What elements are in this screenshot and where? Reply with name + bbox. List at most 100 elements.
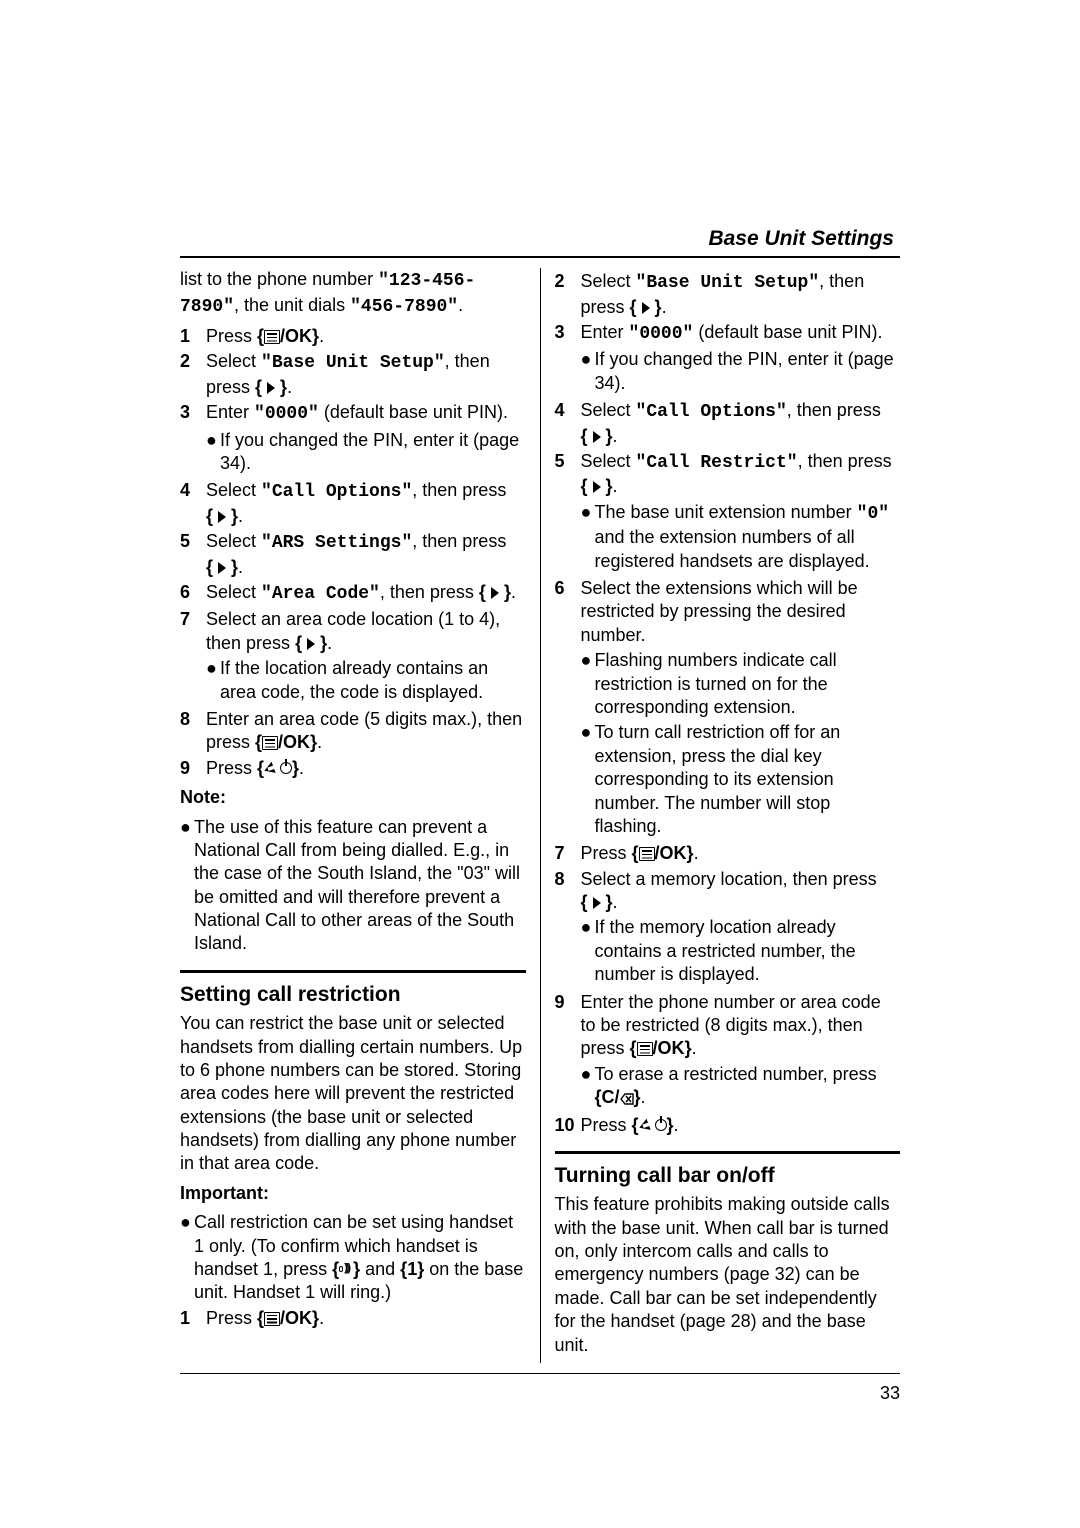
text: Select [206, 480, 261, 500]
step-number: 3 [555, 321, 581, 397]
step-body: Select "Call Options", then press { }. [206, 479, 526, 528]
right-column: 2 Select "Base Unit Setup", then press {… [541, 268, 901, 1363]
section-heading-call-restriction: Setting call restriction [180, 981, 526, 1008]
text: Select a memory location, then press [581, 869, 877, 889]
section-heading-call-bar: Turning call bar on/off [555, 1162, 901, 1189]
menu-item: "Area Code" [261, 584, 380, 604]
step-9: 9 Enter the phone number or area code to… [555, 991, 901, 1112]
menu-icon [262, 736, 278, 750]
step-body: Select a memory location, then press { }… [581, 868, 901, 989]
section-rule [555, 1151, 901, 1154]
text: . [641, 1087, 646, 1107]
text: . [327, 633, 332, 653]
step-body: Select "Base Unit Setup", then press { }… [206, 350, 526, 399]
right-arrow-icon [218, 511, 226, 523]
step-4: 4 Select "Call Options", then press { }. [180, 479, 526, 528]
text: Press [206, 326, 257, 346]
sub-bullet: ●Flashing numbers indicate call restrict… [581, 649, 901, 719]
menu-item: "Call Restrict" [636, 453, 798, 473]
text: . [662, 297, 667, 317]
text: Select [581, 400, 636, 420]
footer-rule [180, 1373, 900, 1374]
step-1: 1 Press {/OK}. [180, 325, 526, 348]
step-8: 8 Select a memory location, then press {… [555, 868, 901, 989]
phone-code: "456-7890" [350, 297, 458, 317]
important-bullet: ● Call restriction can be set using hand… [180, 1211, 526, 1305]
speaker-icon [339, 1264, 353, 1276]
step-body: Enter an area code (5 digits max.), then… [206, 708, 526, 755]
key-label: /OK [655, 843, 687, 863]
step-5: 5 Select "Call Restrict", then press { }… [555, 450, 901, 575]
key-label: /OK [653, 1038, 685, 1058]
text: . [613, 426, 618, 446]
menu-icon [637, 1042, 653, 1056]
menu-item: "Base Unit Setup" [261, 353, 445, 373]
text: Select an area code location (1 to 4), t… [206, 609, 500, 652]
step-body: Select "Call Restrict", then press { }. … [581, 450, 901, 575]
step-number: 9 [180, 757, 206, 780]
step-body: Select the extensions which will be rest… [581, 577, 901, 840]
text: Press [581, 1115, 632, 1135]
note-text: The use of this feature can prevent a Na… [194, 816, 526, 956]
step-2: 2 Select "Base Unit Setup", then press {… [180, 350, 526, 399]
text: . [287, 377, 292, 397]
ext-code: "0" [857, 504, 889, 524]
text: . [674, 1115, 679, 1135]
two-column-layout: list to the phone number "123-456-7890",… [180, 268, 900, 1363]
menu-icon [264, 1312, 280, 1326]
text: Enter the phone number or area code to b… [581, 992, 881, 1059]
step-3: 3 Enter "0000" (default base unit PIN). … [180, 401, 526, 477]
bullet-text: If you changed the PIN, enter it (page 3… [595, 348, 901, 395]
text: . [317, 732, 322, 752]
step-number: 6 [555, 577, 581, 840]
step-body: Press {/OK}. [206, 1307, 526, 1330]
menu-item: "ARS Settings" [261, 533, 412, 553]
bullet-text: If you changed the PIN, enter it (page 3… [220, 429, 526, 476]
right-arrow-icon [307, 638, 315, 650]
right-arrow-icon [218, 562, 226, 574]
text: The base unit extension number [595, 502, 857, 522]
pin-code: "0000" [629, 324, 694, 344]
step-3: 3 Enter "0000" (default base unit PIN). … [555, 321, 901, 397]
step-7: 7 Select an area code location (1 to 4),… [180, 608, 526, 706]
menu-item: "Base Unit Setup" [636, 273, 820, 293]
right-arrow-icon [593, 481, 601, 493]
step-number: 4 [555, 399, 581, 448]
text: Enter [581, 322, 629, 342]
text: . [694, 843, 699, 863]
step-number: 6 [180, 581, 206, 606]
text: . [238, 557, 243, 577]
text: . [692, 1038, 697, 1058]
important-text: Call restriction can be set using handse… [194, 1211, 526, 1305]
call-bar-body: This feature prohibits making outside ca… [555, 1193, 901, 1357]
step-body: Select "Call Options", then press { }. [581, 399, 901, 448]
text: Press [206, 758, 257, 778]
page-header-title: Base Unit Settings [180, 225, 900, 252]
text: , the unit dials [234, 295, 350, 315]
text: . [613, 892, 618, 912]
text: and [360, 1259, 400, 1279]
text: list to the phone number [180, 269, 378, 289]
step-body: Enter "0000" (default base unit PIN). ●I… [581, 321, 901, 397]
text: . [319, 326, 324, 346]
step-number: 5 [180, 530, 206, 579]
step-body: Select an area code location (1 to 4), t… [206, 608, 526, 706]
step-number: 9 [555, 991, 581, 1112]
note-bullet: ● The use of this feature can prevent a … [180, 816, 526, 956]
header-rule [180, 256, 900, 258]
key-label: /OK [280, 1308, 312, 1328]
text: . [299, 758, 304, 778]
menu-icon [639, 847, 655, 861]
text: Enter an area code (5 digits max.), then… [206, 709, 522, 752]
sub-bullet: ●If you changed the PIN, enter it (page … [581, 348, 901, 395]
step-9: 9 Press {}. [180, 757, 526, 780]
pin-code: "0000" [254, 404, 319, 424]
step-body: Press {}. [206, 757, 526, 780]
text: Select [206, 582, 261, 602]
key-label: 1 [407, 1259, 417, 1279]
text: . [458, 295, 463, 315]
step-7: 7 Press {/OK}. [555, 842, 901, 865]
step-number: 1 [180, 1307, 206, 1330]
step-number: 7 [180, 608, 206, 706]
intro-paragraph: list to the phone number "123-456-7890",… [180, 268, 526, 319]
